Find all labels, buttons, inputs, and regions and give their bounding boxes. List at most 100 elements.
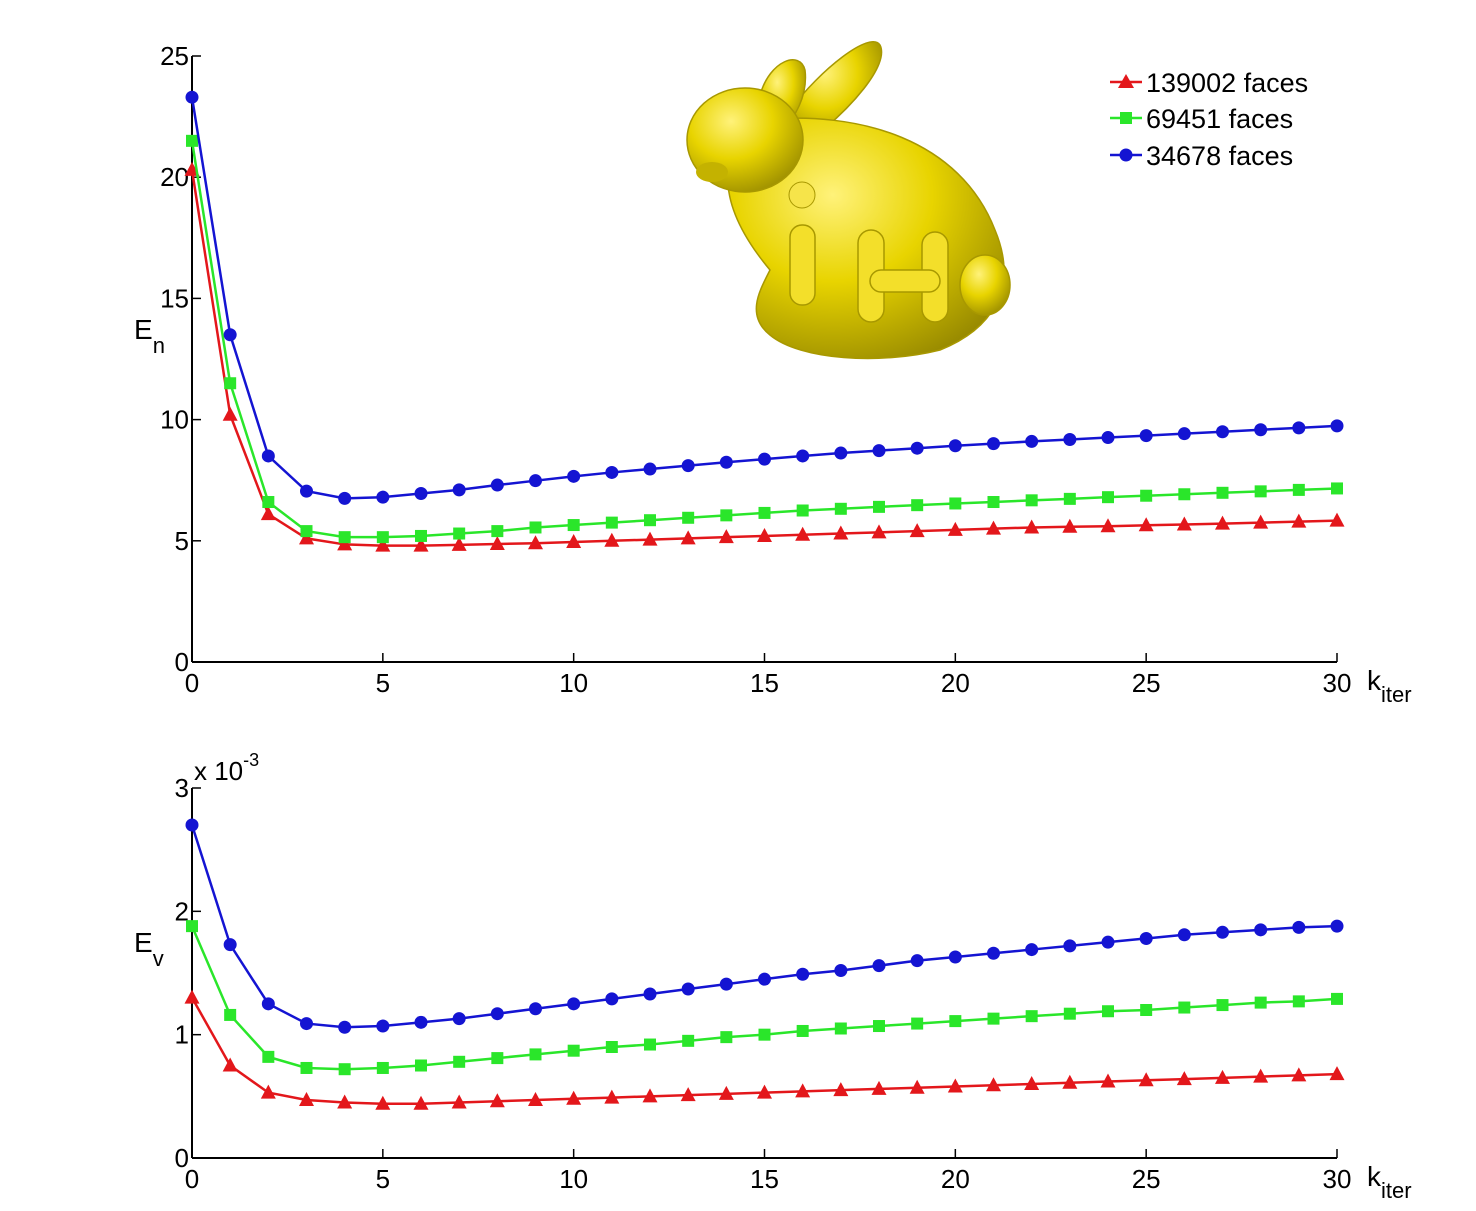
data-point [337,536,353,551]
data-point [947,1078,963,1093]
data-point [1292,995,1305,1008]
data-point [909,523,925,538]
data-point [758,452,771,466]
data-point [1216,425,1229,439]
data-point [873,1020,885,1033]
series-line [190,824,1338,1029]
data-point [1215,515,1230,530]
data-point [1330,919,1344,933]
data-point [529,1002,542,1016]
data-point [1063,1007,1076,1020]
axis-multiplier: x 10-3 [194,750,259,786]
data-point [682,511,695,524]
data-point [261,997,275,1011]
data-point [796,1024,809,1037]
x-tick-label: 30 [1323,1164,1352,1194]
data-point [871,524,887,539]
data-point [1331,482,1343,495]
series-69451-faces [186,920,1343,1076]
data-point [605,1041,618,1053]
x-tick-label: 20 [941,668,970,698]
chart-vertex-error: 0 5 10 15 20 25 30 0 1 2 3 Ev kiter x 10-3 [134,750,1412,1203]
data-point [185,818,199,832]
data-point [948,950,962,964]
data-point [451,536,467,551]
legend-item-139002: 139002 faces [1110,68,1308,98]
data-point [987,496,1000,509]
data-point [490,1007,504,1021]
data-point [719,977,733,991]
data-point [376,1019,390,1033]
data-point [1329,512,1345,527]
data-point [566,1090,582,1105]
legend: 139002 faces 69451 faces 34678 faces [1110,68,1308,171]
data-point [1063,939,1077,953]
data-point [1025,494,1038,507]
data-point [262,1050,275,1063]
data-point [1329,1066,1345,1081]
data-point [567,519,580,532]
data-point [1102,491,1114,504]
data-point [1254,923,1268,937]
y-axis-label: Ev [134,927,164,971]
x-tick-label: 5 [376,668,390,698]
data-point [1063,432,1077,446]
data-point [644,514,656,527]
y-axis-label-sub: n [153,333,165,358]
data-point [528,1092,543,1107]
data-point [834,1022,847,1035]
data-point [1178,1001,1191,1014]
x-tick-label: 10 [559,1164,588,1194]
y-tick-label: 0 [175,647,189,677]
x-axis-label-sub: iter [1381,1178,1412,1203]
data-point [1292,421,1306,435]
data-point [261,449,275,463]
x-axis-label: kiter [1367,665,1412,707]
data-point [567,469,581,483]
data-point [1062,1074,1078,1089]
data-point [184,989,200,1004]
data-point [1254,996,1267,1009]
x-axis-label-main: k [1367,1161,1382,1192]
data-point [911,499,924,512]
data-point [491,1052,504,1065]
data-point [1176,1071,1192,1086]
data-point [1102,1005,1114,1018]
x-tick-label: 5 [376,1164,390,1194]
data-point [224,377,237,390]
y-axis-label-main: E [134,314,153,345]
data-point [414,487,428,501]
data-point [1291,513,1307,528]
data-point [795,1083,811,1098]
data-point [223,938,237,952]
series-69451-faces [186,134,1343,544]
data-point [1025,434,1039,448]
legend-item-34678: 34678 faces [1110,141,1293,171]
data-point [1216,486,1229,499]
data-point [909,1079,925,1094]
data-point [1292,483,1305,496]
x-axis-label-main: k [1367,665,1382,696]
x-tick-label: 30 [1323,668,1352,698]
data-point [415,529,427,542]
data-point [1138,1072,1154,1087]
data-point [338,1063,351,1076]
data-point [987,437,1000,451]
x-axis-label-sub: iter [1381,682,1412,707]
y-tick-label: 15 [160,283,189,313]
data-point [1138,517,1154,532]
data-point [489,1093,505,1108]
data-point [757,1084,772,1099]
data-point [949,497,962,510]
data-point [451,1094,467,1109]
data-point [642,531,658,546]
data-point [1139,429,1153,443]
data-point [682,1034,695,1047]
y-tick-label: 10 [160,405,189,435]
data-point [376,1061,389,1074]
data-point [300,525,313,538]
data-point [796,967,810,981]
data-point [1025,943,1039,957]
data-point [1100,518,1116,533]
data-point [376,531,389,544]
